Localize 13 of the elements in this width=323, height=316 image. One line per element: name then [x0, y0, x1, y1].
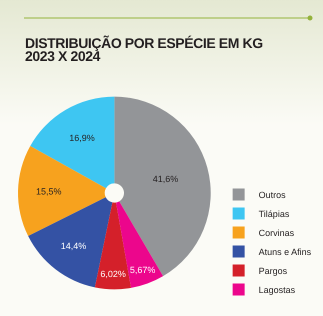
data-label: 15,5% — [36, 186, 62, 196]
legend-label: Tilápias — [258, 209, 290, 220]
chart-title: DISTRIBUIÇÃO POR ESPÉCIE EM KG 2023 X 2024 — [25, 35, 264, 64]
legend-label: Outros — [258, 190, 286, 200]
legend-label: Atuns e Afins — [258, 247, 312, 258]
legend-label: Pargos — [258, 266, 288, 276]
data-label: 16,9% — [69, 132, 95, 143]
data-label: 14,4% — [60, 241, 86, 252]
data-label: 41,6% — [152, 174, 178, 184]
data-label: 5,67% — [130, 264, 156, 275]
legend-label: Lagostas — [258, 285, 296, 296]
data-label: 6,02% — [100, 269, 126, 280]
legend-label: Corvinas — [258, 228, 295, 238]
